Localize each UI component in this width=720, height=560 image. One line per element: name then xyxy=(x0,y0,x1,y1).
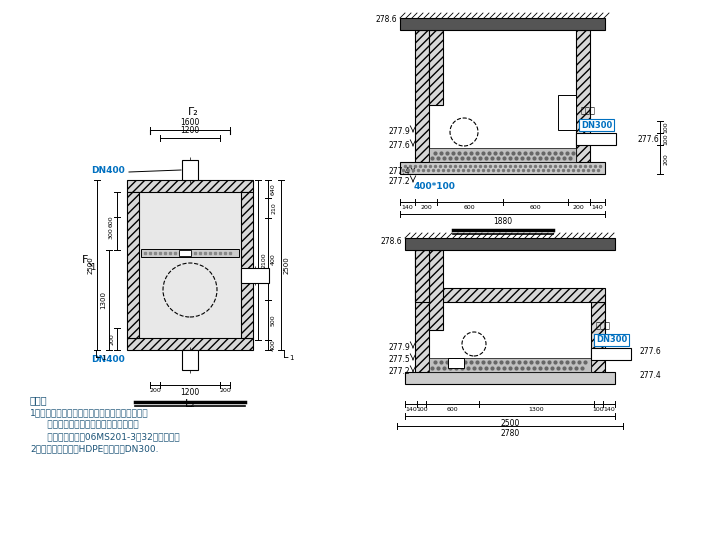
Text: 300: 300 xyxy=(109,227,114,239)
Bar xyxy=(405,372,615,384)
Text: 400: 400 xyxy=(271,339,276,351)
Text: 400: 400 xyxy=(271,253,276,265)
Bar xyxy=(405,238,615,250)
Text: 说明：: 说明： xyxy=(30,395,48,405)
Text: 278.6: 278.6 xyxy=(375,16,397,25)
Bar xyxy=(127,338,253,350)
Text: 277.2: 277.2 xyxy=(388,178,410,186)
Bar xyxy=(579,119,614,131)
Text: 1200: 1200 xyxy=(181,388,199,397)
Text: 100: 100 xyxy=(663,121,668,133)
Text: 2、配水管采用实壁HDPE管，管径DN300.: 2、配水管采用实壁HDPE管，管径DN300. xyxy=(30,444,158,453)
Text: 100: 100 xyxy=(593,407,604,412)
Text: 《排水检查井》06MS201-3第32页标准图。: 《排水检查井》06MS201-3第32页标准图。 xyxy=(30,432,179,441)
Bar xyxy=(179,250,191,256)
Bar xyxy=(400,162,605,174)
Bar xyxy=(241,192,253,338)
Text: 200: 200 xyxy=(420,205,432,210)
Text: 277.4: 277.4 xyxy=(388,167,410,176)
Text: 600: 600 xyxy=(447,407,459,412)
Text: 100: 100 xyxy=(416,407,428,412)
Text: 200: 200 xyxy=(109,333,114,345)
Text: 2780: 2780 xyxy=(500,429,520,438)
Text: 200: 200 xyxy=(663,153,668,165)
Text: 277.2: 277.2 xyxy=(388,367,410,376)
Bar xyxy=(127,180,253,192)
Bar xyxy=(415,250,429,302)
Text: 277.6: 277.6 xyxy=(388,142,410,151)
Text: L: L xyxy=(95,350,101,360)
Text: 1: 1 xyxy=(91,263,96,272)
Text: 2500: 2500 xyxy=(500,419,520,428)
Text: 1: 1 xyxy=(289,355,294,361)
Text: L: L xyxy=(283,350,289,360)
Text: 2500: 2500 xyxy=(284,256,290,274)
Bar xyxy=(429,250,443,330)
Bar xyxy=(429,358,591,372)
Text: 277.6: 277.6 xyxy=(639,348,661,357)
Text: 配水管: 配水管 xyxy=(596,321,611,330)
Text: 140: 140 xyxy=(405,407,417,412)
Text: 200: 200 xyxy=(219,388,231,393)
Text: 1: 1 xyxy=(101,355,106,361)
Text: 2500: 2500 xyxy=(88,256,94,274)
Text: 210: 210 xyxy=(271,202,276,214)
Text: 200: 200 xyxy=(149,388,161,393)
Text: 500: 500 xyxy=(271,314,276,326)
Text: 初雨分流井为现浇混凝土井，做法参见: 初雨分流井为现浇混凝土井，做法参见 xyxy=(30,420,139,429)
Text: 1880: 1880 xyxy=(493,217,512,226)
Text: DN400: DN400 xyxy=(91,355,125,364)
Bar xyxy=(141,249,239,257)
Text: 140: 140 xyxy=(592,205,603,210)
Text: 2100: 2100 xyxy=(261,252,266,268)
Bar xyxy=(127,192,139,338)
Text: F: F xyxy=(82,255,88,265)
Bar xyxy=(429,30,443,105)
Bar xyxy=(182,350,198,370)
Text: Γ₂: Γ₂ xyxy=(188,107,199,117)
Bar xyxy=(558,95,576,130)
Bar xyxy=(576,30,590,172)
Bar xyxy=(576,133,616,145)
Text: 1300: 1300 xyxy=(100,291,106,309)
Bar xyxy=(448,358,464,368)
Text: 277.6: 277.6 xyxy=(638,136,660,144)
Bar xyxy=(415,30,429,172)
Text: 1600: 1600 xyxy=(180,118,199,127)
Bar xyxy=(400,18,605,30)
Text: DN400: DN400 xyxy=(91,166,125,175)
Bar xyxy=(415,250,429,382)
Bar xyxy=(139,192,241,338)
Bar xyxy=(182,160,198,180)
Text: 配水管: 配水管 xyxy=(581,106,596,115)
Text: L₂: L₂ xyxy=(184,399,195,409)
Text: 600: 600 xyxy=(529,205,541,210)
Bar xyxy=(591,302,605,382)
Text: 1300: 1300 xyxy=(528,407,544,412)
Text: 400*100: 400*100 xyxy=(414,182,456,191)
Bar xyxy=(591,348,631,360)
Text: 200: 200 xyxy=(573,205,585,210)
Text: 277.5: 277.5 xyxy=(388,356,410,365)
Text: 600: 600 xyxy=(464,205,476,210)
Text: 277.4: 277.4 xyxy=(639,371,661,380)
Text: 277.9: 277.9 xyxy=(388,128,410,137)
Text: 140: 140 xyxy=(603,407,615,412)
Bar xyxy=(429,288,605,302)
Text: 1、雨水初期弃流采用溢流堰式初期雨水分流井。: 1、雨水初期弃流采用溢流堰式初期雨水分流井。 xyxy=(30,408,148,417)
Text: 1200: 1200 xyxy=(181,126,199,135)
Bar xyxy=(429,148,576,162)
Text: 100: 100 xyxy=(663,133,668,145)
Text: 278.6: 278.6 xyxy=(380,237,402,246)
Bar xyxy=(241,268,269,283)
Bar xyxy=(594,334,629,346)
Text: 140: 140 xyxy=(402,205,413,210)
Text: DN300: DN300 xyxy=(581,120,612,129)
Text: DN300: DN300 xyxy=(596,335,627,344)
Text: 600: 600 xyxy=(109,215,114,227)
Text: 640: 640 xyxy=(271,183,276,195)
Text: 277.9: 277.9 xyxy=(388,343,410,352)
